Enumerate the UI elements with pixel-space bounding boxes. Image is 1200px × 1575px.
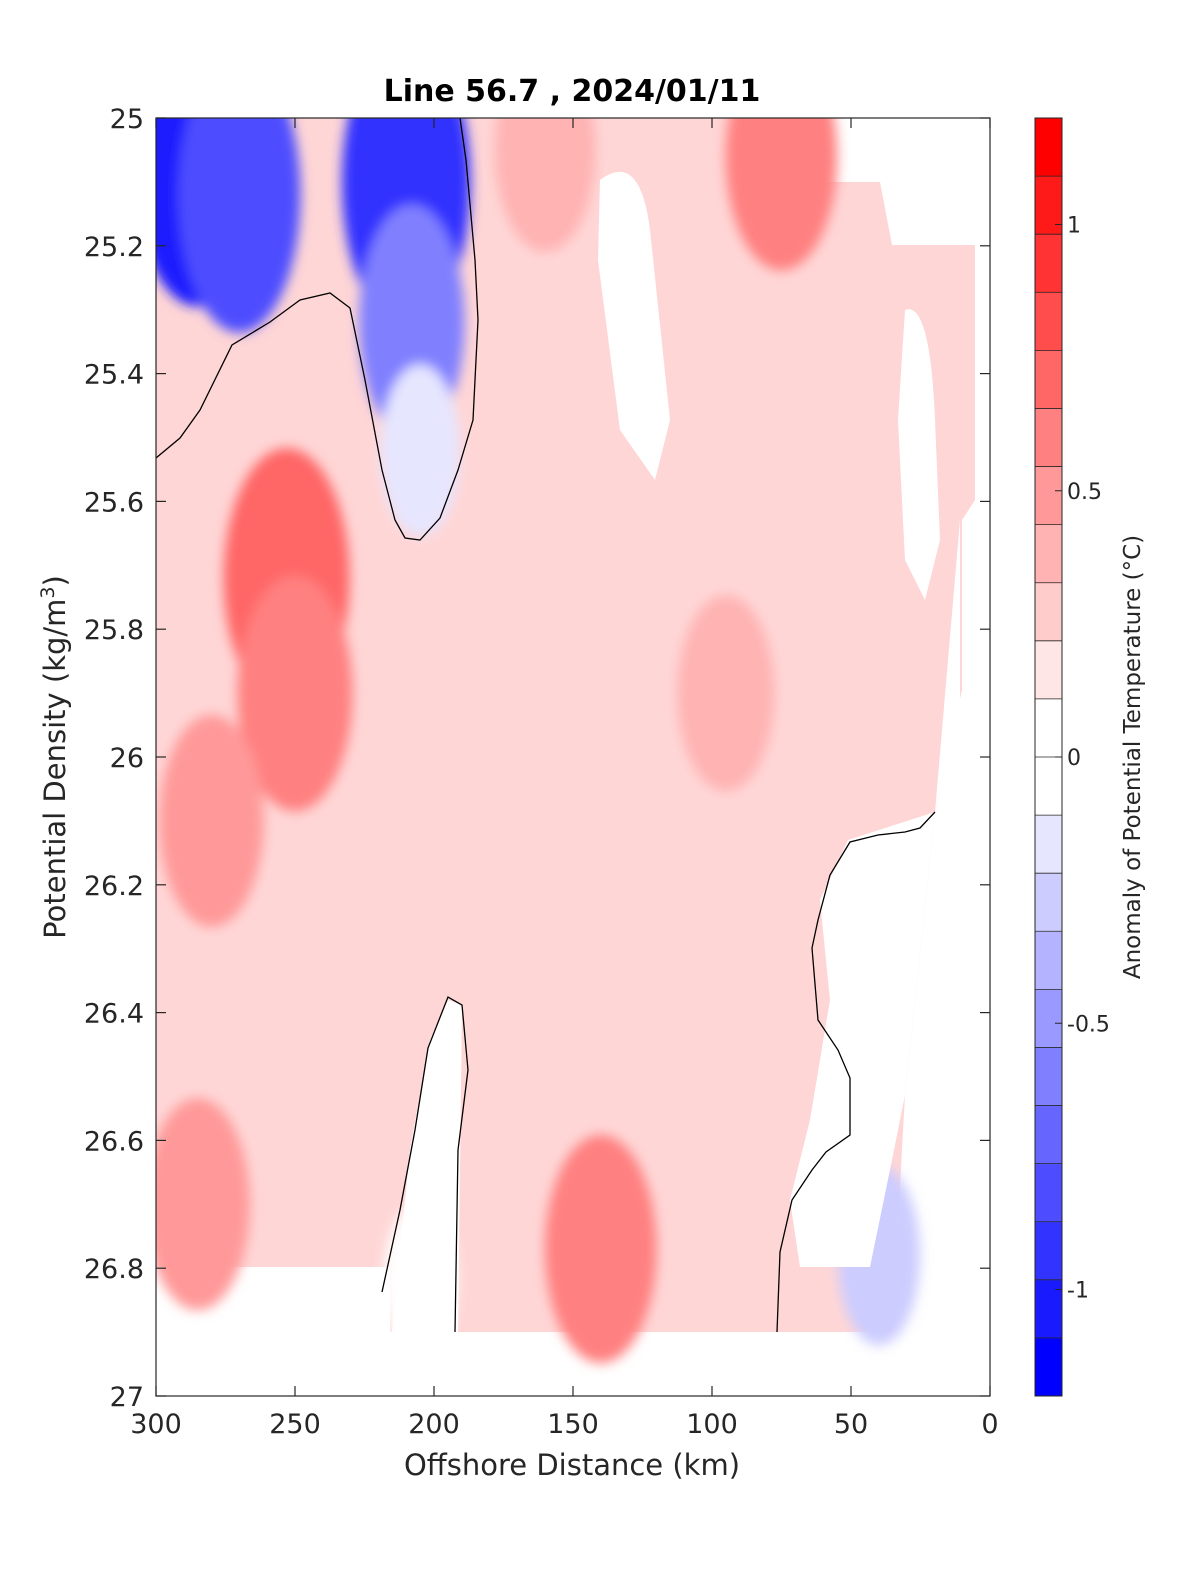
- colorbar-label: Anomaly of Potential Temperature (°C): [1120, 535, 1146, 979]
- y-tick-label: 27: [110, 1382, 144, 1413]
- zero-contour-channel: [381, 996, 469, 1333]
- y-tick-label: 25.4: [84, 360, 144, 391]
- zero-contour-north: [156, 118, 479, 541]
- x-axis: 300 250 200 150 100 50 0: [130, 118, 999, 1440]
- colorbar-level: [1035, 640, 1062, 700]
- colorbar-level: [1035, 118, 1062, 177]
- colorbar-level: [1035, 1047, 1062, 1107]
- colorbar-level: [1035, 234, 1062, 293]
- colorbar-level: [1035, 176, 1062, 235]
- colorbar-level: [1035, 1163, 1062, 1223]
- chart-title: Line 56.7 , 2024/01/11: [384, 74, 761, 109]
- colorbar-tick-label: -0.5: [1067, 1012, 1110, 1037]
- colorbar-level: [1035, 1105, 1062, 1165]
- y-tick-label: 25: [110, 104, 144, 135]
- cold-anomaly: [178, 118, 301, 333]
- warm-anomaly: [725, 118, 838, 271]
- colorbar-level: [1035, 582, 1062, 642]
- colorbar-level: [1035, 1337, 1062, 1397]
- x-tick-label: 100: [686, 1409, 738, 1440]
- warm-anomaly: [159, 714, 264, 927]
- colorbar-level: [1035, 989, 1062, 1048]
- y-tick-label: 26.8: [84, 1254, 144, 1285]
- near-zero-east2: [898, 309, 940, 600]
- anomaly-field: [156, 118, 975, 1364]
- colorbar: 1 0.5 0 -0.5 -1: [1034, 117, 1110, 1397]
- warm-anomaly: [677, 595, 775, 792]
- near-zero-mid: [598, 171, 670, 480]
- y-axis-label-main: Potential Density (kg/m: [38, 599, 72, 939]
- colorbar-level: [1035, 757, 1062, 816]
- colorbar-tick-label: -1: [1067, 1279, 1089, 1304]
- colorbar-level: [1035, 931, 1062, 990]
- y-tick-label: 25.6: [84, 487, 144, 518]
- y-tick-label: 25.2: [84, 232, 144, 263]
- y-tick-label: 26.4: [84, 999, 144, 1030]
- near-zero-east: [790, 520, 960, 1267]
- x-tick-label: 250: [269, 1409, 321, 1440]
- colorbar-level: [1035, 873, 1062, 932]
- y-tick-label: 26.6: [84, 1126, 144, 1157]
- colorbar-tick-label: 0.5: [1067, 480, 1102, 505]
- warm-anomaly: [494, 118, 596, 252]
- x-tick-label: 200: [408, 1409, 460, 1440]
- x-tick-label: 300: [130, 1409, 182, 1440]
- x-tick-label: 50: [834, 1409, 868, 1440]
- y-tick-label: 26.2: [84, 871, 144, 902]
- colorbar-level: [1035, 1279, 1062, 1339]
- colorbar-level: [1035, 1221, 1062, 1281]
- colorbar-level: [1035, 292, 1062, 351]
- colorbar-level: [1035, 350, 1062, 409]
- x-axis-label: Offshore Distance (km): [404, 1448, 740, 1482]
- y-axis-label: Potential Density (kg/m3): [37, 575, 72, 939]
- y-tick-label: 25.8: [84, 615, 144, 646]
- colorbar-tick-label: 0: [1067, 746, 1081, 771]
- y-axis-label-sup: 3: [37, 586, 59, 598]
- warm-anomaly: [237, 575, 353, 812]
- near-zero-channel: [392, 1000, 462, 1332]
- colorbar-level: [1035, 524, 1062, 584]
- x-tick-label: 150: [547, 1409, 599, 1440]
- zero-contour-east: [776, 811, 936, 1333]
- colorbar-level: [1035, 698, 1062, 758]
- data-region: [156, 118, 975, 1332]
- colorbar-tick-label: 1: [1067, 214, 1081, 239]
- y-axis-label-close: ): [38, 575, 72, 586]
- x-tick-label: 0: [981, 1409, 998, 1440]
- y-axis: 25 25.2 25.4 25.6 25.8 26 26.2 26.4 26.6 26.8 27: [84, 104, 990, 1413]
- warm-anomaly: [156, 1098, 250, 1311]
- colorbar-level: [1035, 466, 1062, 526]
- cold-anomaly: [380, 364, 460, 537]
- warm-anomaly: [545, 1135, 657, 1364]
- y-tick-label: 26: [110, 743, 144, 774]
- colorbar-level: [1035, 815, 1062, 874]
- colorbar-level: [1035, 408, 1062, 468]
- zero-contours: [156, 118, 936, 1333]
